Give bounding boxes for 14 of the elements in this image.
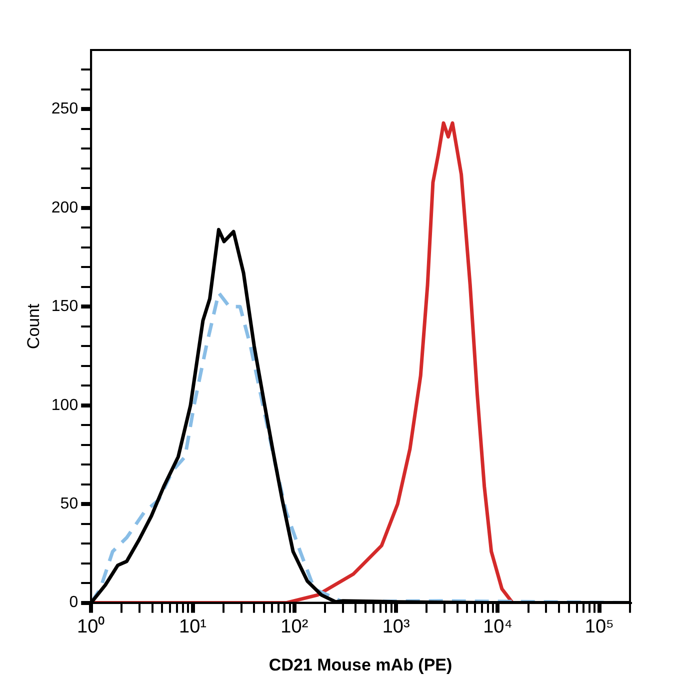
x-axis-title: CD21 Mouse mAb (PE) <box>268 655 452 674</box>
x-tick-label: 10⁵ <box>584 616 614 638</box>
y-axis-title: Count <box>24 303 43 350</box>
y-tick-label: 200 <box>51 199 78 216</box>
x-tick-label: 10³ <box>382 616 410 638</box>
x-tick-label: 10² <box>280 616 308 638</box>
y-tick-label: 50 <box>60 495 78 512</box>
x-tick-label: 10¹ <box>179 616 206 638</box>
y-tick-label: 0 <box>69 594 78 612</box>
y-tick-label: 100 <box>51 396 78 414</box>
y-tick-label: 250 <box>51 100 78 118</box>
y-tick-label: 150 <box>51 298 78 316</box>
x-tick-label: 10⁰ <box>77 615 106 638</box>
x-tick-label: 10⁴ <box>483 616 512 638</box>
